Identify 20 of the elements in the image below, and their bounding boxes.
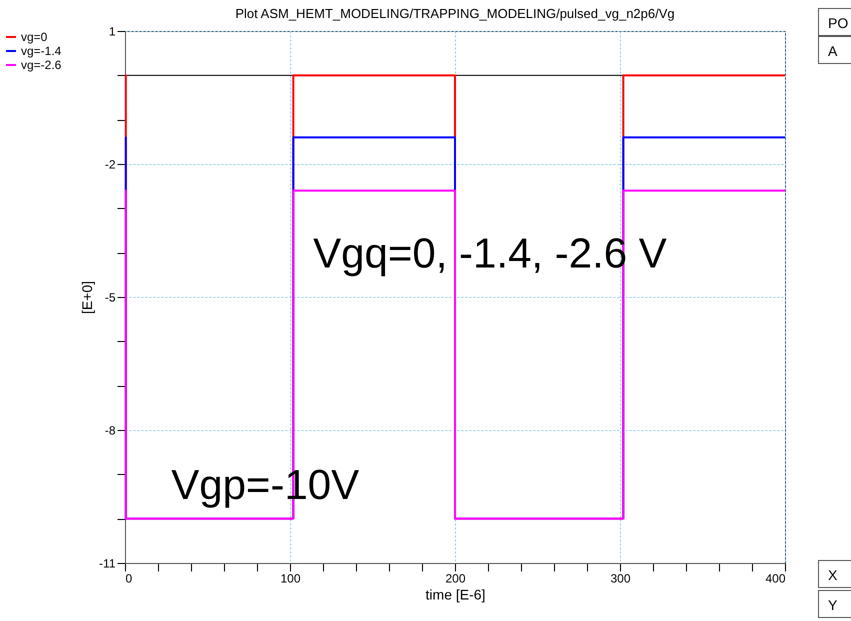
- y-tick-label: -8: [104, 424, 116, 438]
- legend-label: vg=-2.6: [21, 58, 62, 72]
- legend-label: vg=-1.4: [21, 44, 62, 58]
- toolbar-button: Y: [818, 590, 851, 618]
- x-axis-title: time [E-6]: [426, 586, 486, 602]
- legend-label: vg=0: [21, 30, 48, 44]
- toolbar-button: PO: [818, 8, 851, 36]
- y-tick-label: -2: [104, 158, 116, 172]
- x-tick-label: 400: [765, 572, 786, 586]
- y-tick-label: -5: [104, 290, 116, 304]
- x-tick-label: 200: [445, 572, 466, 586]
- toolbar-button: A: [818, 36, 851, 64]
- x-tick-label: 100: [280, 572, 301, 586]
- x-tick-label: 300: [610, 572, 631, 586]
- y-axis-title: [E+0]: [79, 280, 96, 314]
- x-tick-label: 0: [126, 572, 132, 586]
- chart-title: Plot ASM_HEMT_MODELING/TRAPPING_MODELING/pulsed_vg_n2p6/Vg: [235, 6, 675, 21]
- y-tick-label: -11: [99, 556, 116, 570]
- y-tick-label: 1: [108, 24, 116, 38]
- toolbar-button: X: [818, 560, 851, 588]
